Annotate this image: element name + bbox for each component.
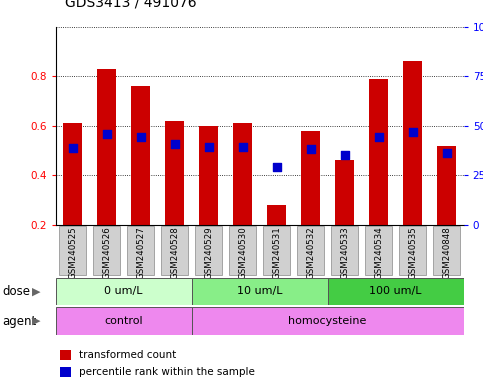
FancyBboxPatch shape <box>56 307 192 335</box>
Bar <box>369 79 388 225</box>
Text: GSM240527: GSM240527 <box>136 227 145 280</box>
Text: homocysteine: homocysteine <box>288 316 367 326</box>
Point <box>137 134 144 140</box>
Bar <box>199 126 218 225</box>
Text: percentile rank within the sample: percentile rank within the sample <box>79 367 255 377</box>
Point <box>170 141 178 147</box>
Point <box>103 131 111 137</box>
Text: GSM240533: GSM240533 <box>340 227 349 280</box>
Bar <box>131 86 150 225</box>
Text: dose: dose <box>2 285 30 298</box>
Point <box>205 144 213 150</box>
Point <box>409 129 416 135</box>
Text: GSM240531: GSM240531 <box>272 227 281 280</box>
Point <box>273 164 281 170</box>
Bar <box>301 131 320 225</box>
Text: GDS3413 / 491076: GDS3413 / 491076 <box>65 0 197 10</box>
FancyBboxPatch shape <box>93 226 120 275</box>
FancyBboxPatch shape <box>192 278 327 305</box>
Point <box>307 146 314 152</box>
Point <box>69 145 76 151</box>
Point <box>443 150 451 156</box>
FancyBboxPatch shape <box>331 226 358 275</box>
Text: 100 um/L: 100 um/L <box>369 286 422 296</box>
FancyBboxPatch shape <box>399 226 426 275</box>
Bar <box>267 205 286 225</box>
Text: GSM240526: GSM240526 <box>102 227 111 280</box>
Text: GSM240535: GSM240535 <box>408 227 417 280</box>
FancyBboxPatch shape <box>263 226 290 275</box>
Bar <box>437 146 456 225</box>
Bar <box>63 123 82 225</box>
Text: 10 um/L: 10 um/L <box>237 286 283 296</box>
Point <box>341 152 349 159</box>
Text: transformed count: transformed count <box>79 350 176 360</box>
FancyBboxPatch shape <box>229 226 256 275</box>
FancyBboxPatch shape <box>298 226 324 275</box>
Bar <box>97 69 116 225</box>
FancyBboxPatch shape <box>161 226 188 275</box>
Text: 0 um/L: 0 um/L <box>104 286 143 296</box>
Bar <box>403 61 422 225</box>
Text: agent: agent <box>2 314 37 328</box>
FancyBboxPatch shape <box>59 226 86 275</box>
FancyBboxPatch shape <box>192 307 464 335</box>
Text: GSM240848: GSM240848 <box>442 227 451 280</box>
Text: GSM240534: GSM240534 <box>374 227 383 280</box>
FancyBboxPatch shape <box>433 226 460 275</box>
Text: GSM240530: GSM240530 <box>238 227 247 280</box>
Text: GSM240529: GSM240529 <box>204 227 213 279</box>
Text: GSM240528: GSM240528 <box>170 227 179 280</box>
FancyBboxPatch shape <box>327 278 464 305</box>
Text: ▶: ▶ <box>32 316 41 326</box>
Bar <box>335 161 354 225</box>
FancyBboxPatch shape <box>365 226 392 275</box>
Text: GSM240525: GSM240525 <box>68 227 77 280</box>
Bar <box>165 121 184 225</box>
Text: GSM240532: GSM240532 <box>306 227 315 280</box>
Point <box>375 134 383 140</box>
Bar <box>233 123 252 225</box>
Text: ▶: ▶ <box>32 286 41 296</box>
FancyBboxPatch shape <box>56 278 192 305</box>
Text: control: control <box>104 316 143 326</box>
FancyBboxPatch shape <box>128 226 154 275</box>
Point <box>239 144 246 150</box>
FancyBboxPatch shape <box>195 226 222 275</box>
